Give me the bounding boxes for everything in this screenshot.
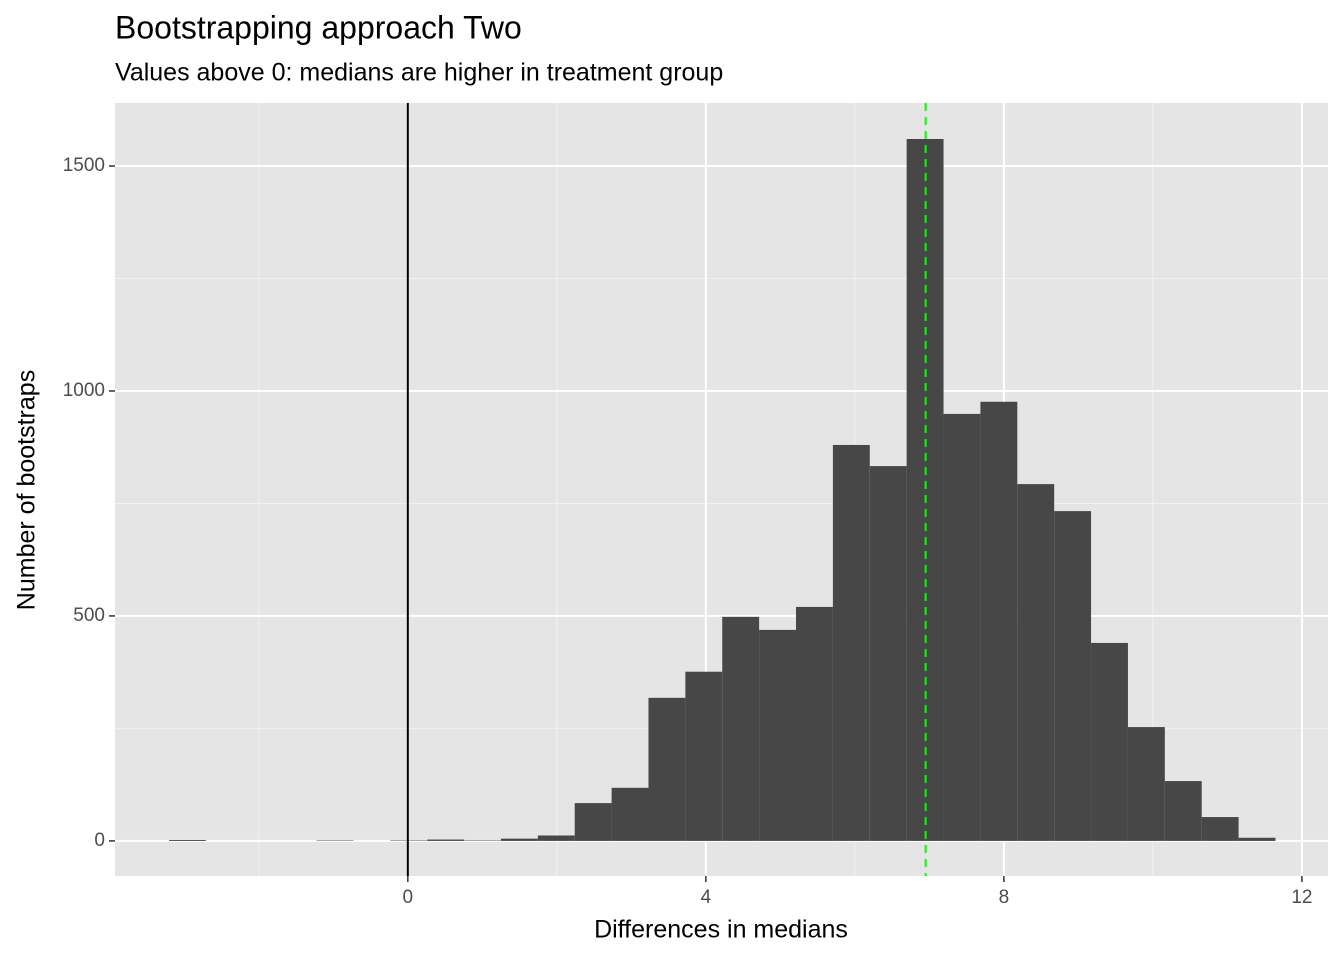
x-tick-label: 0 (403, 887, 414, 908)
bar (1127, 727, 1165, 841)
x-axis-title: Differences in medians (594, 916, 848, 944)
bar (1238, 837, 1276, 841)
bar (685, 671, 723, 841)
bar (1091, 642, 1128, 841)
bar (1054, 511, 1092, 841)
bar (427, 839, 465, 841)
chart-title: Bootstrapping approach Two (115, 9, 522, 45)
x-tick-label: 12 (1291, 887, 1312, 908)
bar (648, 697, 686, 841)
bar (759, 629, 797, 841)
bar (169, 840, 206, 841)
bar (574, 803, 612, 841)
bar (796, 606, 833, 841)
y-tick-label: 0 (94, 830, 105, 851)
bar (537, 835, 575, 841)
bar (500, 838, 538, 841)
bar (611, 787, 649, 841)
x-tick-label: 4 (701, 887, 712, 908)
x-tick-label: 8 (999, 887, 1010, 908)
bar (722, 616, 760, 841)
bar (1017, 484, 1055, 841)
bar (1164, 781, 1202, 841)
y-axis-title: Number of bootstraps (13, 370, 41, 610)
bar (869, 466, 907, 841)
y-tick-label: 1500 (63, 155, 105, 176)
chart-subtitle: Values above 0: medians are higher in tr… (115, 59, 723, 87)
y-tick-label: 500 (73, 605, 105, 626)
bar (832, 444, 870, 841)
bar (943, 413, 981, 841)
bar (1201, 817, 1239, 841)
bar (980, 401, 1018, 841)
y-tick-label: 1000 (63, 380, 105, 401)
